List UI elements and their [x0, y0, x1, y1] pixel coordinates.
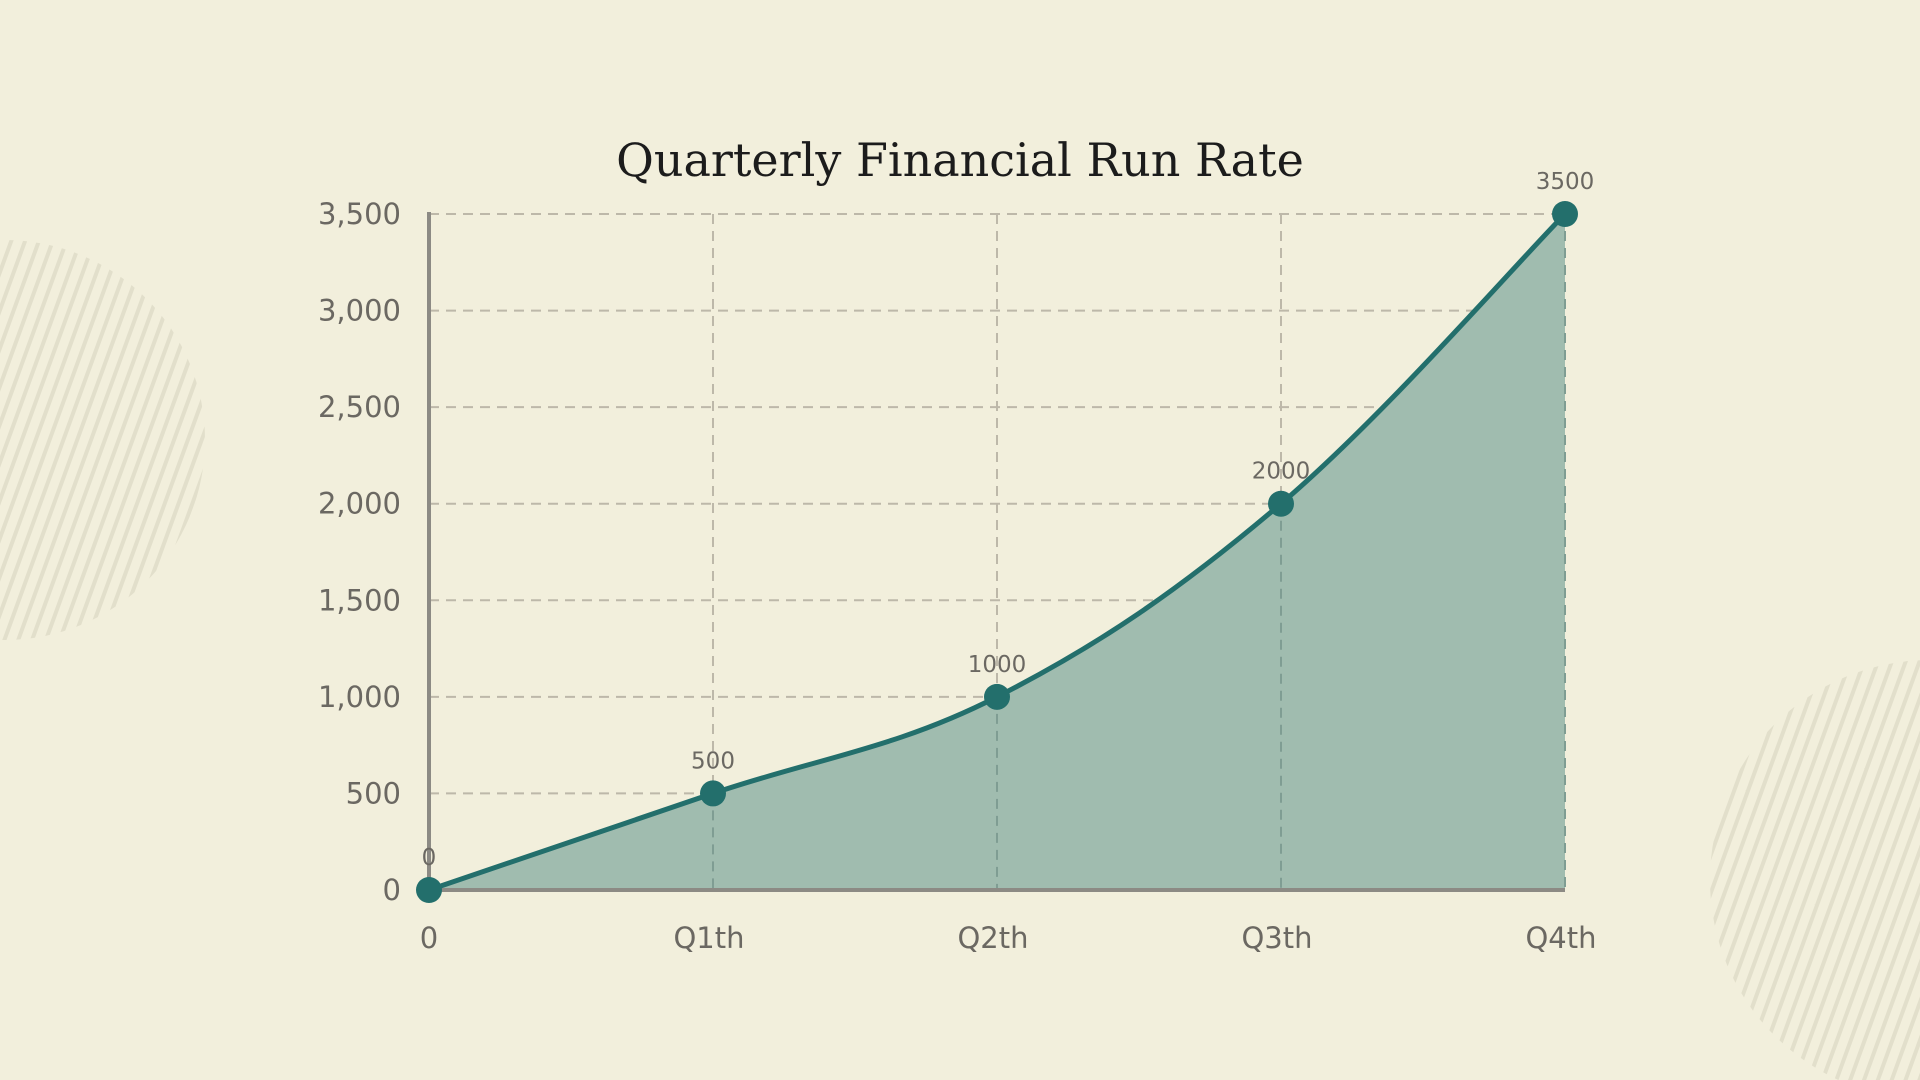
- data-value-label: 1000: [968, 652, 1027, 678]
- vertical-grid-over-area: [712, 214, 1566, 890]
- axes: [427, 212, 1565, 892]
- y-tick-label: 1,000: [318, 680, 401, 714]
- chart-title: Quarterly Financial Run Rate: [616, 133, 1304, 187]
- decorative-striped-circle-right: [1710, 660, 1920, 1080]
- y-tick-label: 1,500: [318, 583, 401, 617]
- series-line: [428, 212, 1567, 893]
- y-tick-label: 2,000: [318, 487, 401, 521]
- y-axis-ticks: 0 500 1,000 1,500 2,000 2,500 3,000 3,500: [318, 197, 401, 907]
- data-labels: 0 500 1000 2000 3500: [422, 169, 1595, 871]
- data-point-marker[interactable]: [416, 877, 442, 903]
- data-point-marker[interactable]: [1552, 201, 1578, 227]
- y-tick-label: 500: [346, 776, 401, 810]
- data-value-label: 500: [691, 748, 735, 774]
- x-axis-ticks: 0 Q1th Q2th Q3th Q4th: [420, 921, 1597, 955]
- data-points: [416, 201, 1578, 903]
- area-fill: [429, 214, 1565, 890]
- data-point-marker[interactable]: [984, 683, 1010, 710]
- y-tick-label: 0: [383, 873, 401, 907]
- decorative-striped-circle-left: [0, 240, 205, 640]
- x-tick-label: Q4th: [1525, 921, 1596, 955]
- data-point-marker[interactable]: [1268, 490, 1294, 517]
- data-value-label: 2000: [1252, 459, 1311, 485]
- y-tick-label: 2,500: [318, 390, 401, 424]
- data-value-label: 0: [422, 845, 437, 871]
- x-tick-label: Q2th: [957, 921, 1028, 955]
- x-tick-label: 0: [420, 921, 438, 955]
- data-point-marker[interactable]: [700, 780, 726, 807]
- y-tick-label: 3,500: [318, 197, 401, 231]
- x-tick-label: Q3th: [1241, 921, 1312, 955]
- data-value-label: 3500: [1536, 169, 1595, 195]
- y-tick-label: 3,000: [318, 294, 401, 328]
- x-tick-label: Q1th: [673, 921, 744, 955]
